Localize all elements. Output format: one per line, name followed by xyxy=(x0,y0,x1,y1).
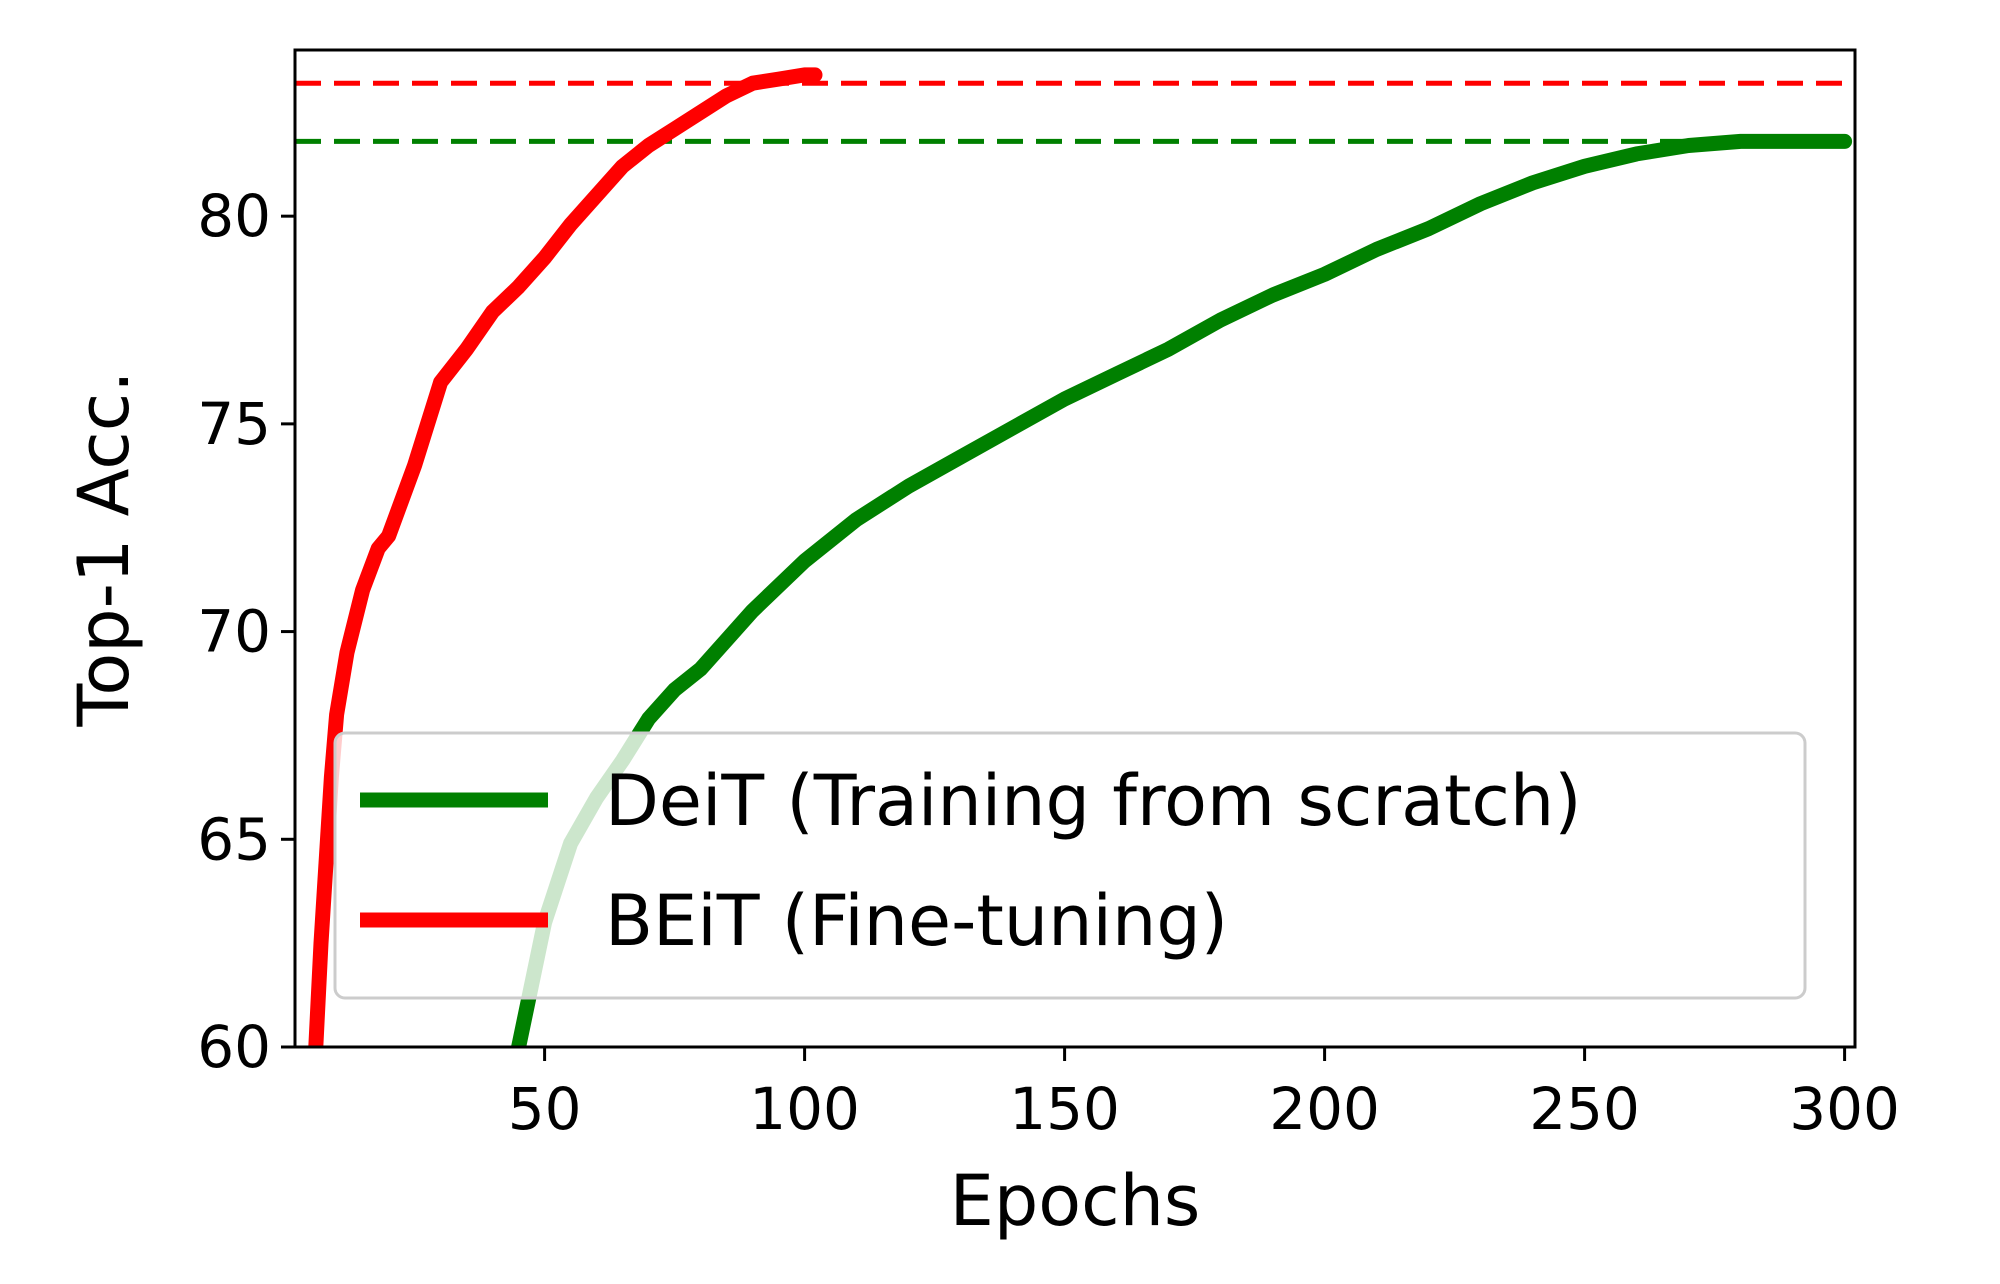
x-axis-label: Epochs xyxy=(950,1160,1201,1242)
x-ticks: 50 100 150 200 250 300 xyxy=(508,1047,1900,1143)
x-tick-label: 300 xyxy=(1789,1075,1900,1143)
y-tick-label: 75 xyxy=(197,390,271,458)
y-tick-label: 80 xyxy=(197,182,271,250)
x-tick-label: 200 xyxy=(1269,1075,1380,1143)
x-tick-label: 100 xyxy=(749,1075,860,1143)
y-tick-label: 70 xyxy=(197,598,271,666)
legend-box xyxy=(333,731,1807,1000)
series-line-1 xyxy=(511,133,1853,1047)
legend: DeiT (Training from scratch) BEiT (Fine-t… xyxy=(333,731,1807,1000)
series-lines xyxy=(308,67,1853,1047)
y-axis-label: Top-1 Acc. xyxy=(63,370,145,727)
x-tick-label: 150 xyxy=(1009,1075,1120,1143)
reference-lines xyxy=(295,80,1855,144)
plot-frame xyxy=(293,48,1857,1049)
y-ticks: 60 65 70 75 80 xyxy=(197,182,295,1081)
series-line-2 xyxy=(308,67,823,1047)
legend-label-1: DeiT (Training from scratch) xyxy=(605,760,1582,842)
x-tick-label: 250 xyxy=(1529,1075,1640,1143)
y-tick-label: 65 xyxy=(197,805,271,873)
y-tick-label: 60 xyxy=(197,1013,271,1081)
x-tick-label: 50 xyxy=(508,1075,582,1143)
legend-label-2: BEiT (Fine-tuning) xyxy=(605,880,1228,962)
